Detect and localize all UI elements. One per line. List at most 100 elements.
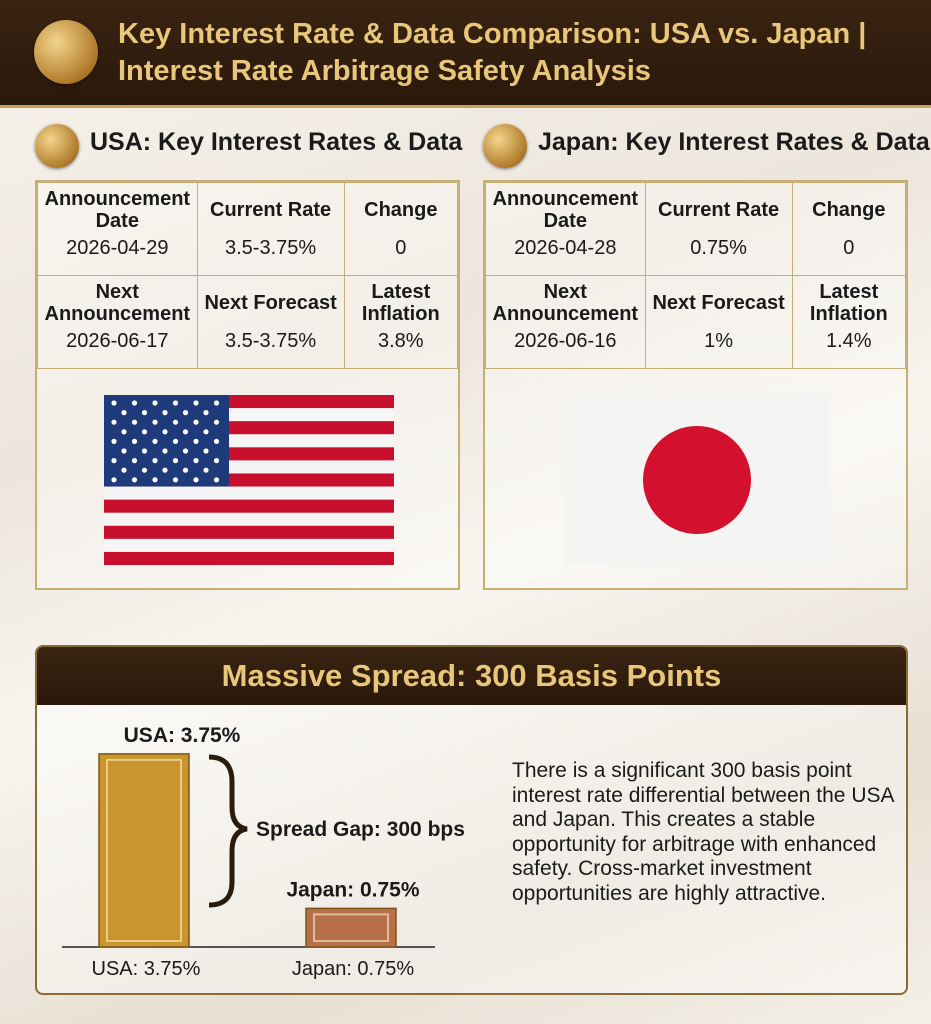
cell-label: Current Rate <box>658 199 780 221</box>
cell-label: Change <box>364 199 438 221</box>
flag-star <box>182 429 189 435</box>
flag-star <box>162 410 168 416</box>
logo-icon <box>34 20 98 84</box>
table-cell: Change 0 <box>791 182 907 276</box>
flag-star <box>131 438 138 444</box>
section-title: USA: Key Interest Rates & Data <box>90 128 463 156</box>
value-label: USA: 3.75% <box>124 724 241 747</box>
flag-stripe <box>104 486 394 501</box>
cell-label: Announcement Date <box>44 188 191 232</box>
flag-star <box>193 419 199 425</box>
chart-title: Massive Spread: 300 Basis Points <box>37 647 906 705</box>
cell-label: Next Forecast <box>204 292 337 314</box>
table-cell: Latest Inflation 1.4% <box>791 275 907 369</box>
flag-star <box>203 410 209 416</box>
flag-star <box>141 410 148 416</box>
brace <box>208 754 248 908</box>
cell-value: 1.4% <box>826 330 872 352</box>
flag-stripe <box>104 499 394 514</box>
flag-stripe <box>104 551 394 565</box>
table-cell: Announcement Date 2026-04-28 <box>485 182 646 276</box>
flag-star <box>131 458 138 464</box>
description: There is a significant 300 basis point i… <box>512 759 894 905</box>
flag-star <box>121 448 127 454</box>
cell-value: 2026-04-28 <box>514 237 617 259</box>
flag-star <box>121 410 127 416</box>
chart: USA: 3.75% USA: 3.75% Japan: 0.75% Japan: 0… <box>62 724 465 980</box>
bar-highlight <box>313 913 389 942</box>
table-row: Next Announcement 2026-06-16 Next Forecast… <box>485 275 907 369</box>
table-cell: Latest Inflation 3.8% <box>343 275 459 369</box>
flag-star <box>213 419 220 425</box>
flag-star <box>162 448 168 454</box>
cell-value: 2026-06-16 <box>514 330 617 352</box>
flag-star <box>141 429 148 435</box>
table-row: Next Announcement 2026-06-17 Next Forecast… <box>37 275 459 369</box>
annotation: Spread Gap: 300 bps <box>256 818 465 841</box>
table-row: Announcement Date 2026-04-29 Current Rate 3… <box>37 182 459 276</box>
flag-star <box>141 467 148 473</box>
flag-star <box>111 458 117 464</box>
title-line: Key Interest Rate & Data Comparison: USA… <box>118 18 867 50</box>
flag-star <box>213 477 220 483</box>
cell-label: Latest Inflation <box>361 281 440 325</box>
section-icon <box>483 124 527 168</box>
cell-value: 0.75% <box>690 237 747 259</box>
cell-value: 1% <box>704 330 734 352</box>
flag-stripe <box>104 512 394 527</box>
table-row: Announcement Date 2026-04-28 Current Rate 0… <box>485 182 907 276</box>
flag-star <box>193 458 199 464</box>
flag-star <box>131 419 138 425</box>
japan-panel: Announcement Date 2026-04-28 Current Rate 0… <box>483 180 908 590</box>
flag-star <box>111 400 117 406</box>
flag-star <box>193 477 199 483</box>
flag-star <box>152 477 158 483</box>
flag-star <box>203 429 209 435</box>
table-cell: Change 0 <box>343 182 459 276</box>
flag-star <box>162 467 168 473</box>
flag-star <box>152 400 158 406</box>
flag-star <box>162 429 168 435</box>
flag-star <box>182 467 189 473</box>
table-cell: Next Forecast 3.5-3.75% <box>196 275 345 369</box>
flag-star <box>121 467 127 473</box>
flag-star <box>203 448 209 454</box>
flag-star <box>193 400 199 406</box>
cell-value: 3.8% <box>378 330 424 352</box>
table-cell: Current Rate 3.5-3.75% <box>196 182 345 276</box>
title-line: Interest Rate Arbitrage Safety Analysis <box>118 55 651 87</box>
cell-value: 3.5-3.75% <box>225 330 317 352</box>
flag-star <box>111 477 117 483</box>
cell-value: 0 <box>395 237 407 259</box>
x-tick-label: Japan: 0.75% <box>292 958 415 980</box>
cell-label: Next Announcement <box>44 281 191 325</box>
flag-star <box>213 458 220 464</box>
spread-panel: Massive Spread: 300 Basis Points USA: 3.… <box>35 645 908 995</box>
flag-star <box>172 477 179 483</box>
flag-star <box>172 458 179 464</box>
bar-highlight <box>106 758 182 942</box>
flag-canton <box>104 395 229 487</box>
cell-label: Next Forecast <box>652 292 785 314</box>
cell-value: 3.5-3.75% <box>225 237 317 259</box>
flag-star <box>141 448 148 454</box>
cell-label: Change <box>812 199 886 221</box>
table-cell: Next Forecast 1% <box>644 275 793 369</box>
flag-star <box>172 438 179 444</box>
flag-star <box>213 438 220 444</box>
usa-panel: Announcement Date 2026-04-29 Current Rate 3… <box>35 180 460 590</box>
cell-label: Latest Inflation <box>809 281 888 325</box>
flag-star <box>152 438 158 444</box>
flag-star <box>152 458 158 464</box>
header: Key Interest Rate & Data Comparison: USA… <box>0 0 931 108</box>
cell-value: 2026-04-29 <box>66 237 169 259</box>
table-cell: Next Announcement 2026-06-16 <box>485 275 646 369</box>
flag-stripe <box>104 525 394 540</box>
section-title: Japan: Key Interest Rates & Data <box>538 128 930 156</box>
table-cell: Next Announcement 2026-06-17 <box>37 275 198 369</box>
table-cell: Announcement Date 2026-04-29 <box>37 182 198 276</box>
flag-star <box>131 400 138 406</box>
japan-flag <box>565 395 829 565</box>
flag-star <box>182 410 189 416</box>
value-label: Japan: 0.75% <box>286 878 419 901</box>
